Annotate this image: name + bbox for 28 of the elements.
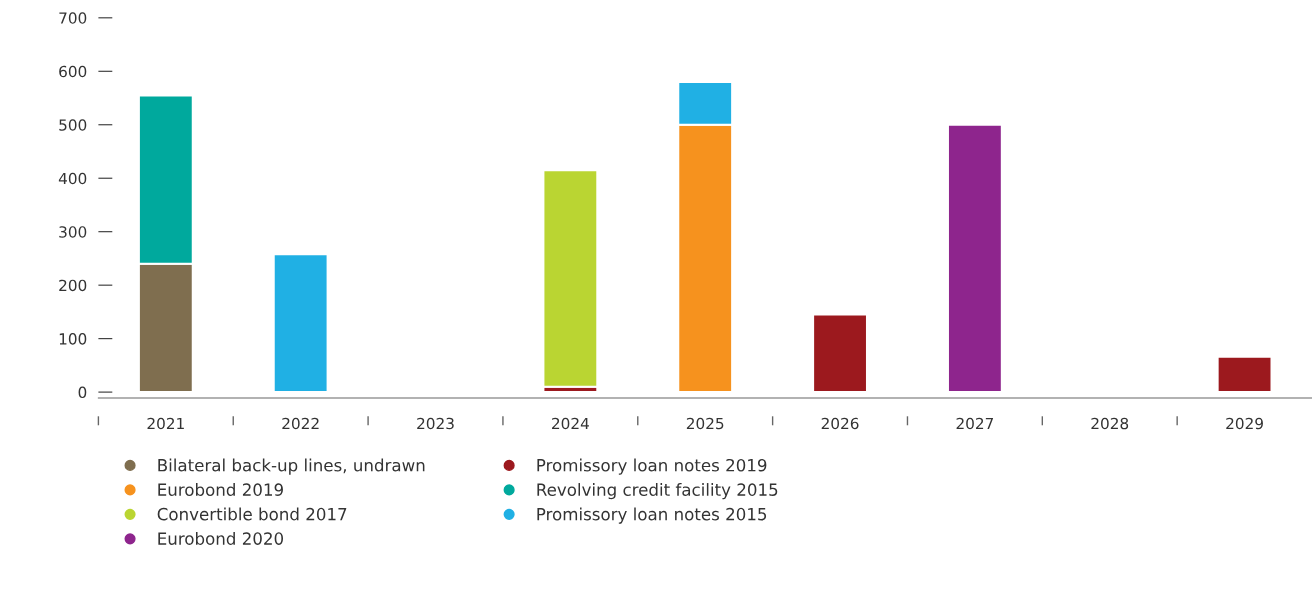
y-tick-label: 400 <box>58 172 87 185</box>
bar <box>272 253 329 394</box>
y-tick-label: 100 <box>59 333 87 345</box>
legend-label: Promissory loan notes 2015 <box>537 507 767 524</box>
y-tick-label: 600 <box>59 65 87 78</box>
y-tick-label: 300 <box>59 226 87 238</box>
legend-label: Revolving credit facility 2015 <box>537 483 778 500</box>
bar <box>1216 355 1273 394</box>
y-tick-label: 700 <box>59 12 87 24</box>
x-tick-label: 2025 <box>686 417 724 430</box>
y-tick-label: 200 <box>59 279 87 292</box>
legend-label: Convertible bond 2017 <box>157 507 347 521</box>
legend-label: Promissory loan notes 2019 <box>537 458 767 475</box>
x-tick-label: 2024 <box>552 417 589 430</box>
legend-label: Bilateral back-up lines, undrawn <box>158 458 425 475</box>
x-tick-label: 2028 <box>1091 417 1129 430</box>
x-tick-label: 2021 <box>147 417 184 430</box>
y-tick-label: 500 <box>59 119 87 131</box>
bar <box>946 123 1003 394</box>
legend-label: Eurobond 2020 <box>158 531 284 545</box>
x-tick-label: 2026 <box>821 417 859 430</box>
y-tick-label: 0 <box>78 386 87 399</box>
bar <box>812 313 869 394</box>
x-tick-label: 2029 <box>1226 417 1263 430</box>
x-tick-label: 2023 <box>417 417 454 430</box>
legend-label: Eurobond 2019 <box>158 483 283 496</box>
x-tick-label: 2027 <box>956 417 994 430</box>
x-tick-label: 2022 <box>282 417 319 430</box>
